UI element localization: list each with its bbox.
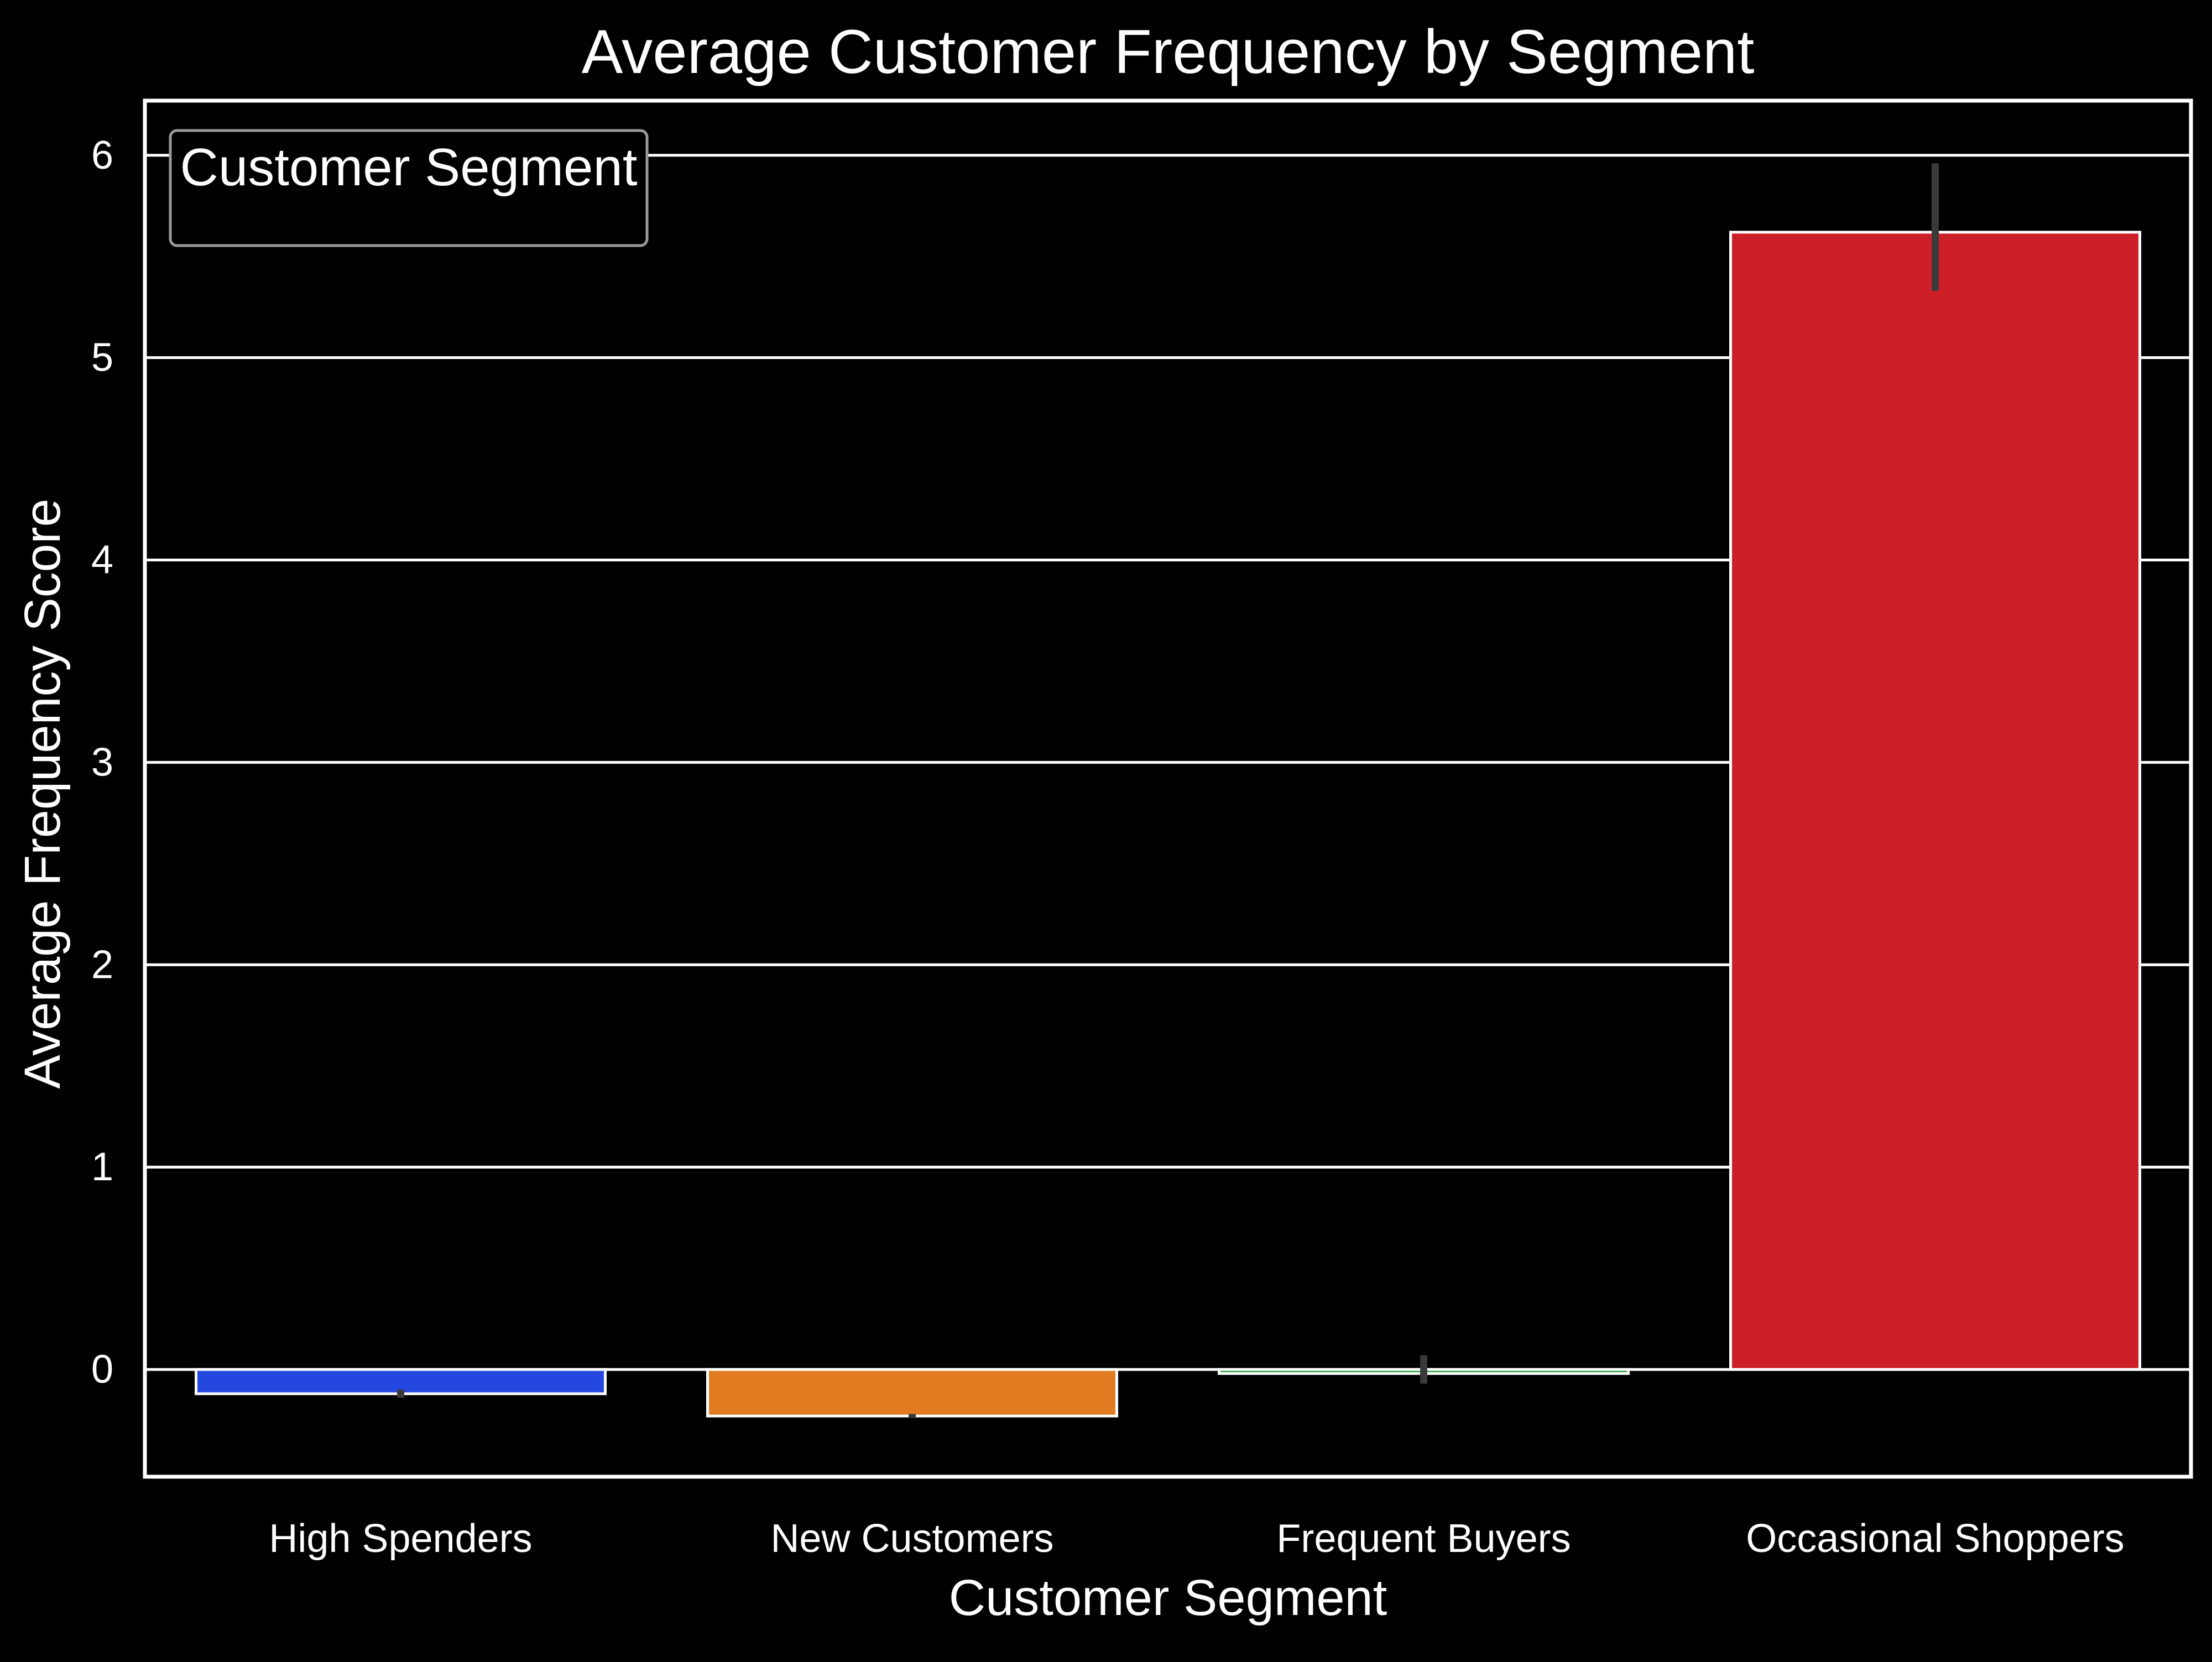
y-tick-label: 4 xyxy=(91,538,113,582)
x-tick-label: Frequent Buyers xyxy=(1276,1517,1571,1561)
y-tick-label: 1 xyxy=(91,1145,113,1189)
x-tick-labels: High Spenders New Customers Frequent Buyer… xyxy=(269,1517,2124,1561)
y-tick-label: 3 xyxy=(91,740,113,784)
bar xyxy=(195,1368,607,1395)
chart-title: Average Customer Frequency by Segment xyxy=(582,17,1755,86)
y-tick-label: 6 xyxy=(91,133,113,178)
y-tick-label: 5 xyxy=(91,336,113,380)
x-axis-label: Customer Segment xyxy=(949,1570,1387,1626)
legend-box xyxy=(169,129,649,247)
bar xyxy=(706,1368,1118,1418)
x-tick-label: Occasional Shoppers xyxy=(1746,1517,2124,1561)
y-axis-label: Average Frequency Score xyxy=(14,498,71,1088)
bars xyxy=(195,231,2141,1418)
y-tick-label: 2 xyxy=(91,942,113,987)
y-tick-labels: 0 1 2 3 4 5 6 xyxy=(91,133,113,1392)
legend-title: Customer Segment xyxy=(180,138,637,197)
plot-frame xyxy=(143,98,2193,1479)
bar xyxy=(1729,231,2141,1371)
y-tick-label: 0 xyxy=(91,1347,113,1392)
legend: Customer Segment xyxy=(169,129,649,247)
error-bars xyxy=(397,163,1939,1418)
x-tick-label: High Spenders xyxy=(269,1517,532,1561)
x-tick-label: New Customers xyxy=(770,1517,1053,1561)
